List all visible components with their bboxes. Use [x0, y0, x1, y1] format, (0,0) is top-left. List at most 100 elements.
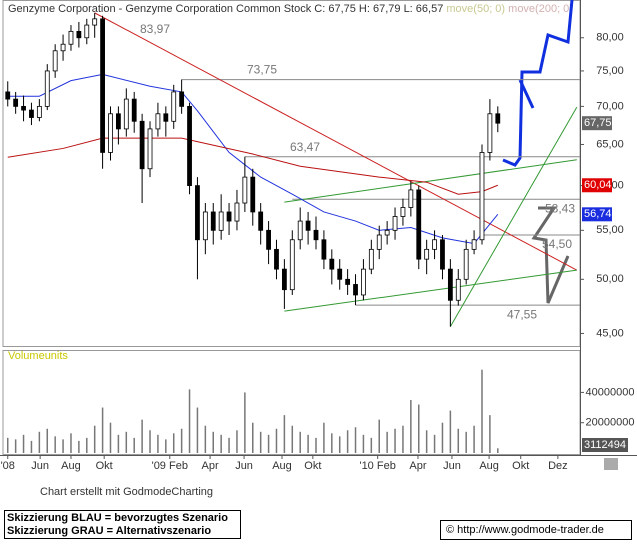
candle-body	[408, 189, 414, 208]
y-tick-label: 75,00	[596, 65, 624, 77]
candle-body	[471, 239, 477, 250]
candle-body	[345, 278, 351, 285]
volume-bar	[418, 404, 420, 453]
candle-body	[187, 105, 192, 187]
volume-bar	[410, 399, 412, 453]
volume-bar	[93, 425, 96, 453]
volume-bar	[133, 437, 135, 453]
candle-body	[210, 211, 216, 231]
volume-bar	[370, 437, 373, 453]
x-tick-label: Aug	[272, 460, 292, 472]
level-label: 47,55	[507, 307, 537, 321]
trend-line	[449, 106, 578, 327]
trend-line	[284, 269, 577, 312]
candle-body	[289, 239, 295, 291]
volume-bar	[6, 437, 9, 453]
moving-average	[7, 73, 499, 245]
volume-bar	[259, 431, 262, 453]
candle-body	[337, 268, 343, 280]
y-tick-label: 45,00	[596, 327, 624, 339]
level-label: 54,50	[542, 237, 572, 251]
volume-bar	[46, 428, 49, 453]
volume-bar	[101, 407, 104, 453]
candle-body	[416, 189, 422, 260]
candle-body	[60, 43, 66, 52]
candle-body	[368, 248, 374, 270]
volume-bar	[165, 439, 167, 453]
candle-body	[44, 70, 50, 107]
candle-body	[376, 234, 382, 250]
value-box	[582, 438, 628, 452]
volume-bar	[465, 431, 467, 453]
candle-body	[281, 268, 287, 291]
volume-bar	[117, 434, 120, 453]
candle-body	[432, 239, 437, 250]
volume-bar	[425, 430, 428, 453]
x-tick-label: Apr	[409, 460, 426, 472]
x-tick-label: Apr	[202, 460, 219, 472]
volume-bar	[236, 430, 238, 453]
candle-body	[455, 278, 461, 301]
candle-body	[139, 120, 145, 170]
volume-bar	[457, 428, 460, 453]
candle-body	[392, 216, 398, 231]
value-box	[582, 207, 612, 222]
volume-bar	[157, 434, 159, 453]
candle-body	[447, 268, 453, 301]
volume-bar	[283, 415, 286, 453]
volume-bar	[386, 431, 388, 453]
candle-body	[242, 176, 248, 204]
candle-body	[305, 220, 311, 231]
volume-bar	[497, 448, 499, 453]
volume-bar	[267, 434, 270, 453]
x-tick-label: Aug	[61, 460, 81, 472]
candle-body	[463, 248, 469, 280]
volume-bar	[402, 425, 404, 453]
volume-bar	[62, 439, 64, 453]
x-tick-label: Jun	[235, 460, 253, 472]
candle-body	[52, 50, 58, 72]
volume-bar	[172, 433, 175, 453]
candle-body	[440, 239, 445, 270]
y-tick-label: 20000000	[586, 417, 635, 429]
candle-body	[195, 185, 200, 241]
volume-bar	[354, 427, 357, 453]
volume-bar	[299, 431, 301, 453]
candle-body	[424, 248, 430, 260]
value-box-label: 60,04	[584, 179, 612, 191]
volume-bar	[394, 428, 396, 453]
y-tick-label: 50,00	[596, 273, 624, 285]
candle-body	[400, 207, 406, 217]
candle-body	[76, 30, 82, 39]
candle-body	[274, 248, 279, 270]
candle-body	[171, 91, 177, 122]
value-box-label: 3112494	[584, 439, 626, 451]
candle-body	[218, 211, 224, 231]
candle-body	[250, 176, 256, 213]
candle-body	[147, 128, 153, 170]
volume-bar	[441, 422, 444, 453]
x-tick-label: '10 Feb	[359, 460, 395, 472]
x-tick-label: Aug	[479, 460, 499, 472]
legend-entry: move(50; 0)	[446, 3, 505, 15]
legend-text: Skizzierung BLAU = bevorzugtes Szenario	[7, 512, 228, 524]
scenario-gray	[531, 206, 570, 304]
y-tick-label: 80,00	[596, 32, 624, 44]
volume-bar	[433, 434, 436, 453]
candle-body	[495, 113, 501, 124]
candle-body	[21, 105, 26, 111]
y-tick-label: 40000000	[586, 386, 635, 398]
volume-bar	[54, 436, 56, 453]
candle-body	[108, 113, 113, 153]
volume-bar	[212, 431, 214, 453]
level-label: 58,43	[545, 201, 575, 215]
candle-body	[13, 98, 19, 107]
volume-bar	[30, 440, 33, 453]
candle-body	[123, 98, 129, 130]
trend-line	[94, 12, 578, 271]
volume-bar	[291, 425, 294, 453]
candle-body	[321, 239, 327, 260]
x-tick-label: Jun	[443, 460, 461, 472]
